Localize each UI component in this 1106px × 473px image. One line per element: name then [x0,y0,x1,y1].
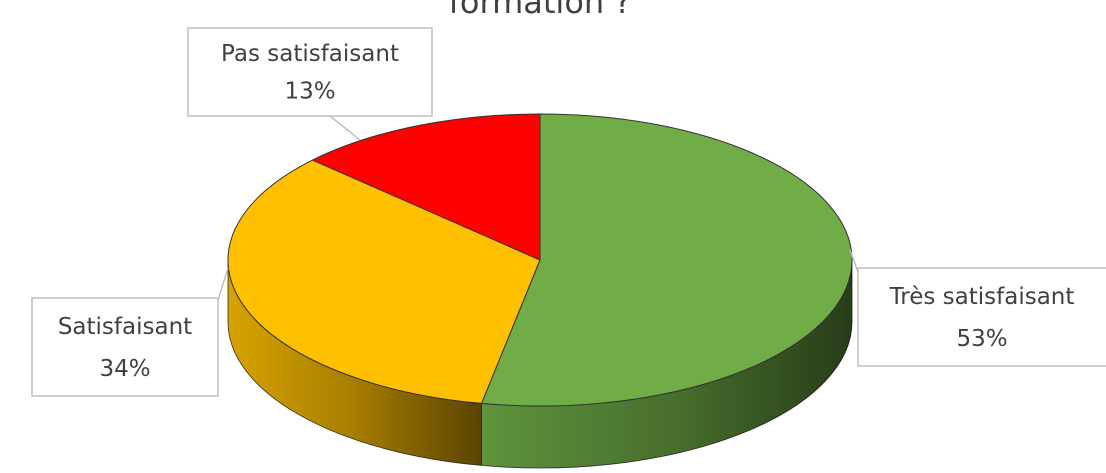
label-name: Très satisfaisant [889,284,1075,310]
label-value: 53% [956,326,1007,352]
label-box [187,27,433,117]
chart-title: formation ? [449,0,632,21]
label-name: Pas satisfaisant [221,41,399,67]
label-box [31,297,219,397]
side-shade [481,260,852,469]
slice [480,113,853,407]
label-name: Satisfaisant [58,314,192,340]
label-box [857,267,1106,367]
leader-line [329,115,361,141]
slice [311,113,541,261]
leader-line [849,249,859,273]
label-value: 13% [284,79,335,105]
label-value: 34% [99,356,150,382]
leader-line [217,267,229,301]
side-shade [227,260,482,466]
slice [227,159,541,404]
